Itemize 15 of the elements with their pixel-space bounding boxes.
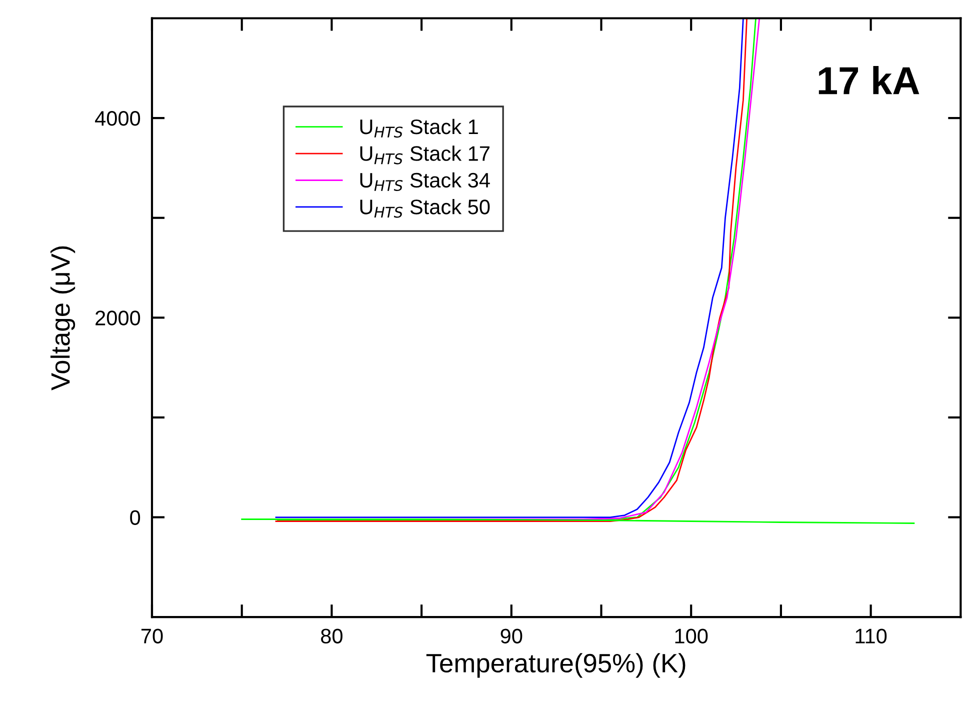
x-tick-label: 100 [675, 628, 708, 644]
y-tick-label: 4000 [95, 111, 140, 126]
y-axis-title: Voltage (μV) [50, 246, 76, 390]
legend-label: U$_{HTS}$ Stack 1 [360, 118, 478, 138]
legend-label: U$_{HTS}$ Stack 50 [360, 199, 490, 218]
x-tick-label: 110 [856, 628, 887, 644]
x-axis-title: Temperature(95%) (K) [426, 653, 686, 678]
legend-label: U$_{HTS}$ Stack 17 [360, 146, 490, 164]
x-tick-label: 90 [500, 628, 522, 644]
x-tick-label: 70 [141, 628, 163, 644]
y-tick-label: 0 [130, 510, 140, 526]
legend-label: U$_{HTS}$ Stack 34 [360, 172, 490, 192]
x-tick-label: 80 [321, 628, 342, 644]
y-tick-label: 2000 [96, 310, 140, 326]
annotation: 17 kA [818, 66, 920, 94]
